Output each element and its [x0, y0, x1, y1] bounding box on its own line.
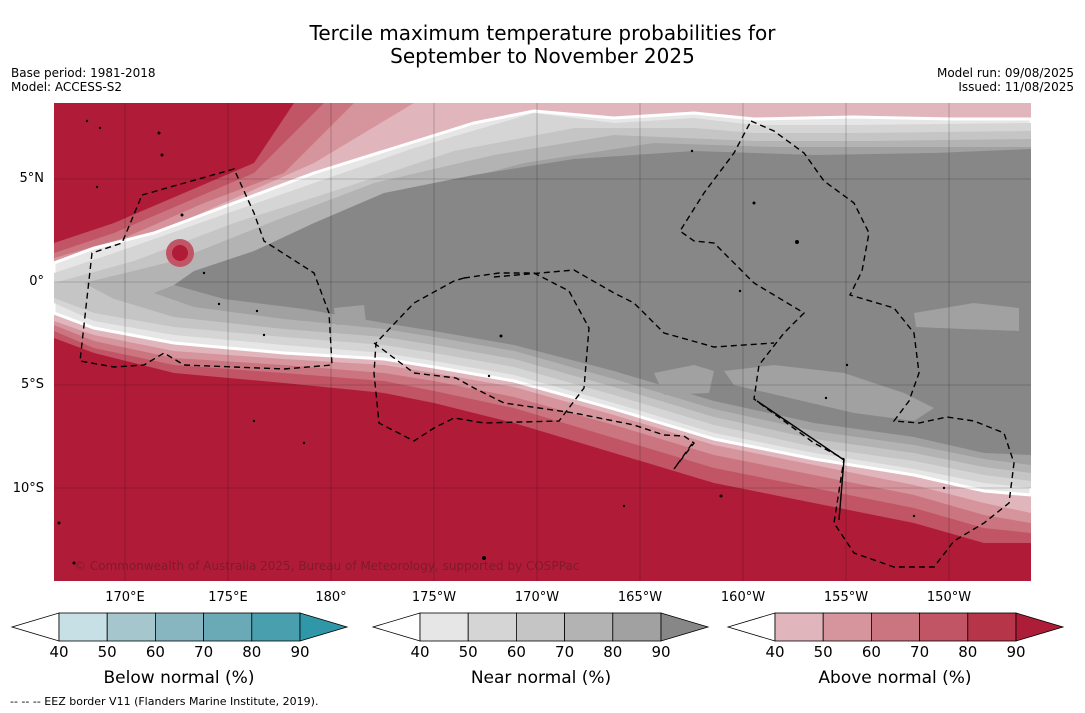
colorbar-below-normal	[10, 612, 349, 642]
colorbar-tick-label: 60	[861, 643, 881, 661]
model-run-text: Model run: 09/08/2025	[936, 66, 1074, 80]
colorbar-tick-label: 60	[145, 643, 165, 661]
colorbar-extend-min	[726, 612, 776, 642]
lon-label-150w: 150°W	[926, 590, 972, 605]
colorbar-extend-min	[371, 612, 421, 642]
near-normal-patch	[914, 303, 1019, 331]
near-normal-patch	[334, 305, 366, 325]
colorbar-tick-label: 50	[813, 643, 833, 661]
lat-label-0: 0°	[29, 274, 44, 289]
grid-lines	[54, 103, 1031, 581]
colorbar-tick-label: 70	[555, 643, 575, 661]
colorbar-title-below: Below normal (%)	[103, 668, 255, 688]
lon-label-155w: 155°W	[823, 590, 869, 605]
colorbar-segment	[251, 612, 301, 642]
lon-label-165w: 165°W	[617, 590, 663, 605]
colorbar-segment	[154, 612, 204, 642]
colorbar-segment	[919, 612, 969, 642]
near-normal-patch	[654, 365, 714, 395]
base-period-text: Base period: 1981-2018	[11, 66, 156, 80]
probability-map	[54, 103, 1031, 581]
colorbar-segment	[203, 612, 253, 642]
copyright-text: © Commonwealth of Australia 2025, Bureau…	[74, 559, 580, 573]
colorbar-tick-label: 80	[603, 643, 623, 661]
colorbar-tick-label: 90	[651, 643, 671, 661]
eez-footnote: -- -- -- EEZ border V11 (Flanders Marine…	[10, 695, 319, 708]
colorbar-segment	[774, 612, 824, 642]
near-normal-patch	[724, 365, 934, 421]
colorbar-segment	[967, 612, 1017, 642]
colorbar-segment	[467, 612, 517, 642]
colorbar-segment	[419, 612, 469, 642]
colorbar-segment	[871, 612, 921, 642]
lat-label-10s: 10°S	[12, 481, 44, 496]
colorbar-tick-label: 90	[290, 643, 310, 661]
colorbar-title-near: Near normal (%)	[470, 668, 612, 688]
lon-label-160w: 160°W	[720, 590, 766, 605]
colorbar-segment	[822, 612, 872, 642]
colorbar-segment	[106, 612, 156, 642]
colorbar-tick-label: 70	[910, 643, 930, 661]
colorbar-tick-label: 40	[765, 643, 785, 661]
colorbar-extend-max	[1015, 612, 1065, 642]
colorbar-tick-label: 60	[506, 643, 526, 661]
colorbar-segment	[612, 612, 662, 642]
colorbar-above-normal	[726, 612, 1065, 642]
colorbar-segment	[58, 612, 108, 642]
model-text: Model: ACCESS-S2	[11, 80, 123, 94]
colorbar-tick-label: 70	[194, 643, 214, 661]
lat-label-5s: 5°S	[20, 377, 44, 392]
colorbar-tick-label: 90	[1006, 643, 1026, 661]
lat-label-5n: 5°N	[19, 171, 45, 186]
colorbar-segment	[564, 612, 614, 642]
colorbar-tick-label: 50	[97, 643, 117, 661]
colorbar-near-normal	[371, 612, 710, 642]
eez-solid-segment	[756, 400, 845, 521]
lon-label-170e: 170°E	[105, 590, 145, 605]
island-markers	[57, 119, 946, 565]
chart-title-line1: Tercile maximum temperature probabilitie…	[309, 21, 776, 45]
lon-label-175e: 175°E	[208, 590, 248, 605]
colorbar-extend-max	[660, 612, 710, 642]
lon-label-180: 180°	[315, 590, 347, 605]
chart-title-line2: September to November 2025	[390, 44, 695, 68]
colorbar-tick-label: 50	[458, 643, 478, 661]
colorbars	[10, 612, 1065, 642]
colorbar-title-above: Above normal (%)	[818, 668, 972, 688]
eez-borders	[79, 120, 1015, 568]
hotspot-core	[172, 245, 188, 261]
colorbar-segment	[516, 612, 566, 642]
colorbar-tick-label: 40	[410, 643, 430, 661]
lon-label-170w: 170°W	[514, 590, 560, 605]
colorbar-tick-label: 80	[958, 643, 978, 661]
colorbar-tick-label: 80	[242, 643, 262, 661]
lon-label-175w: 175°W	[411, 590, 457, 605]
issued-text: Issued: 11/08/2025	[958, 80, 1074, 94]
colorbar-extend-max	[299, 612, 349, 642]
colorbar-tick-label: 40	[49, 643, 69, 661]
colorbar-extend-min	[10, 612, 60, 642]
